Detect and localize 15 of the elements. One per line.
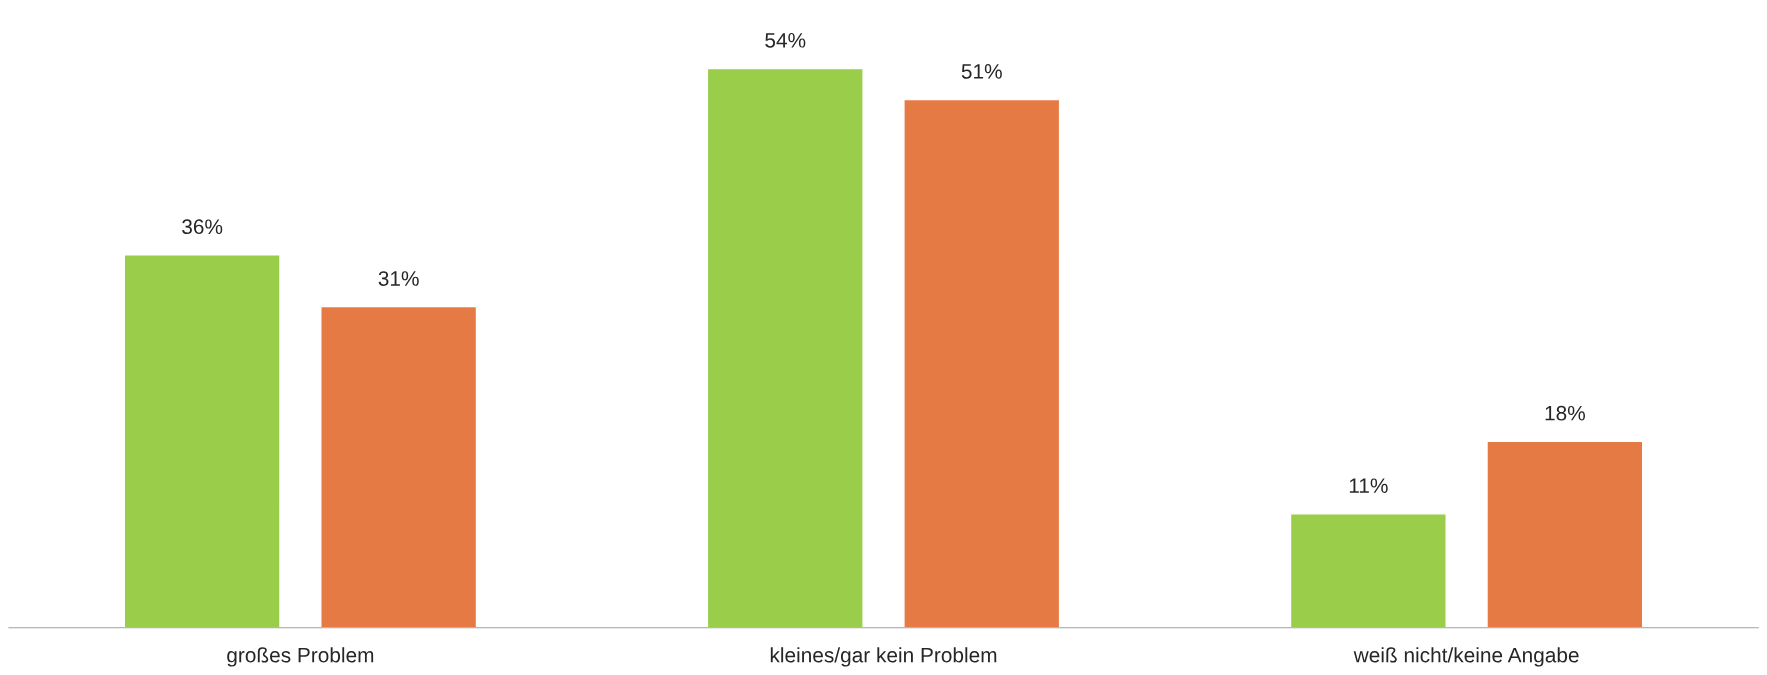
bar: [320, 305, 478, 628]
x-tick-label: weiß nicht/keine Angabe: [1353, 647, 1579, 667]
x-tick-label: kleines/gar kein Problem: [770, 647, 997, 667]
x-tick-label: großes Problem: [227, 647, 374, 667]
data-label: 18%: [1545, 405, 1585, 421]
bar: [1289, 513, 1447, 628]
bar: [1486, 440, 1644, 628]
bar: [123, 254, 281, 628]
data-label: 54%: [765, 33, 806, 48]
bar: [903, 98, 1061, 628]
data-label: 31%: [378, 271, 419, 286]
data-label: 51%: [961, 64, 1002, 79]
bar: [706, 67, 864, 628]
data-label: 36%: [182, 219, 223, 235]
data-label: 11%: [1349, 478, 1388, 493]
